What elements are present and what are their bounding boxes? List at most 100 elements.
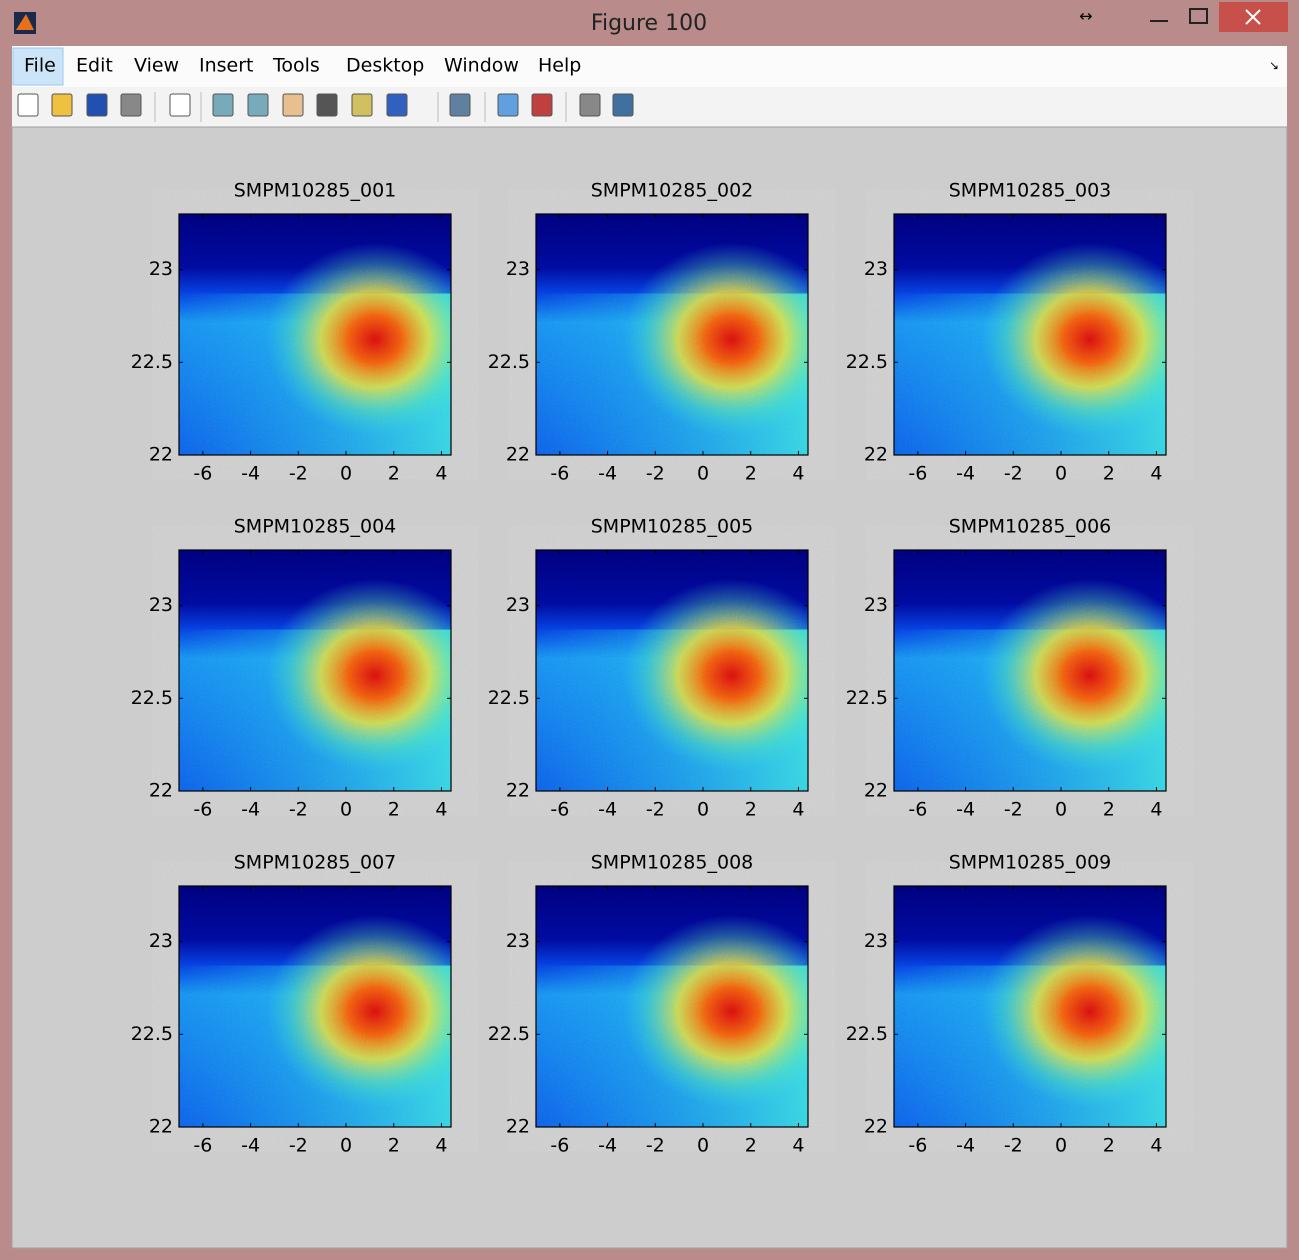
y-tick-label: 23 <box>864 594 888 616</box>
y-tick-label: 23 <box>149 258 173 280</box>
menu-item[interactable]: View <box>134 55 179 77</box>
x-tick-label: -2 <box>289 463 308 485</box>
x-tick-label: 0 <box>340 1135 352 1157</box>
y-tick-label: 22 <box>149 444 173 466</box>
y-tick-label: 22 <box>506 780 530 802</box>
menu-item[interactable]: Desktop <box>346 55 424 77</box>
menu-arrow[interactable]: ↘ <box>1269 59 1279 73</box>
menu-bar <box>12 46 1287 87</box>
toolbar-button[interactable] <box>247 93 269 117</box>
subplot-title: SMPM10285_009 <box>949 852 1112 874</box>
x-tick-label: 4 <box>435 1135 447 1157</box>
menu-item[interactable]: File <box>24 55 56 77</box>
toolbar-button[interactable] <box>531 93 553 117</box>
y-tick-label: 22 <box>864 780 888 802</box>
subplot: SMPM10285_003 -6 -4 -2 0 2 4 22 22.5 23 <box>846 180 1167 485</box>
menu-item[interactable]: Help <box>538 55 581 77</box>
x-tick-label: -4 <box>956 1135 975 1157</box>
window-title: Figure 100 <box>591 11 707 36</box>
x-tick-label: 0 <box>340 799 352 821</box>
axes-box <box>893 213 1167 456</box>
x-tick-label: -2 <box>646 1135 665 1157</box>
toolbar-button[interactable] <box>17 93 39 117</box>
subplot-title: SMPM10285_007 <box>234 852 397 874</box>
axes-box <box>535 213 809 456</box>
x-tick-label: 0 <box>697 1135 709 1157</box>
x-tick-label: -6 <box>193 463 212 485</box>
toolbar-button[interactable] <box>169 93 191 117</box>
x-tick-label: -6 <box>550 799 569 821</box>
x-tick-label: -6 <box>550 1135 569 1157</box>
toolbar-button[interactable] <box>386 93 408 117</box>
heatmap-noise <box>536 214 808 455</box>
toolbar-button[interactable] <box>449 93 471 117</box>
x-tick-label: 0 <box>697 463 709 485</box>
toolbar-button[interactable] <box>316 93 338 117</box>
toolbar-button[interactable] <box>282 93 304 117</box>
maximize-button[interactable] <box>1189 8 1208 24</box>
subplot: SMPM10285_006 -6 -4 -2 0 2 4 22 22.5 23 <box>846 516 1167 821</box>
x-tick-label: -2 <box>646 463 665 485</box>
toolbar-button[interactable] <box>120 93 142 117</box>
x-tick-label: -2 <box>1004 1135 1023 1157</box>
menu-highlight <box>12 47 64 86</box>
toolbar-button[interactable] <box>612 93 634 117</box>
y-tick-label: 22.5 <box>131 351 173 373</box>
y-tick-label: 22 <box>506 444 530 466</box>
x-tick-label: -4 <box>241 463 260 485</box>
menu-item[interactable]: Edit <box>76 55 113 77</box>
x-tick-label: 4 <box>1150 1135 1162 1157</box>
y-tick-label: 23 <box>149 930 173 952</box>
axes-box <box>535 885 809 1128</box>
y-tick-label: 23 <box>864 258 888 280</box>
subplot-title: SMPM10285_008 <box>591 852 754 874</box>
x-tick-label: -2 <box>1004 799 1023 821</box>
x-tick-label: -6 <box>908 799 927 821</box>
subplot: SMPM10285_001 -6 -4 -2 0 2 4 22 22.5 23 <box>131 180 452 485</box>
menu-item[interactable]: Tools <box>272 55 320 77</box>
toolbar-button[interactable] <box>579 93 601 117</box>
x-tick-label: -6 <box>550 463 569 485</box>
toolbar-button[interactable] <box>212 93 234 117</box>
toolbar-button[interactable] <box>497 93 519 117</box>
toolbar-button[interactable] <box>351 93 373 117</box>
subplot: SMPM10285_005 -6 -4 -2 0 2 4 22 22.5 23 <box>488 516 809 821</box>
menu-item[interactable]: Insert <box>199 55 254 77</box>
x-tick-label: 2 <box>388 463 400 485</box>
axes-box <box>178 885 452 1128</box>
heatmap-noise <box>179 214 451 455</box>
y-tick-label: 22.5 <box>846 687 888 709</box>
minimize-button[interactable] <box>1150 20 1168 22</box>
x-tick-label: 2 <box>388 799 400 821</box>
resize-icon[interactable]: ↔ <box>1079 7 1092 26</box>
x-tick-label: 0 <box>1055 463 1067 485</box>
y-tick-label: 23 <box>506 258 530 280</box>
x-tick-label: 4 <box>435 463 447 485</box>
close-icon <box>1245 9 1261 25</box>
y-tick-label: 23 <box>864 930 888 952</box>
x-tick-label: -4 <box>956 463 975 485</box>
y-tick-label: 22.5 <box>846 351 888 373</box>
subplot-title: SMPM10285_005 <box>591 516 754 538</box>
y-tick-label: 22 <box>506 1116 530 1138</box>
axes-box <box>178 213 452 456</box>
app-icon-shape <box>16 14 34 30</box>
x-tick-label: 2 <box>388 1135 400 1157</box>
y-tick-label: 22.5 <box>846 1023 888 1045</box>
menu-item[interactable]: Window <box>444 55 519 77</box>
x-tick-label: 4 <box>792 463 804 485</box>
x-tick-label: 4 <box>792 799 804 821</box>
x-tick-label: 2 <box>1103 799 1115 821</box>
y-tick-label: 22.5 <box>488 1023 530 1045</box>
y-tick-label: 23 <box>149 594 173 616</box>
toolbar-button[interactable] <box>86 93 108 117</box>
x-tick-label: -2 <box>646 799 665 821</box>
subplot: SMPM10285_004 -6 -4 -2 0 2 4 22 22.5 23 <box>131 516 452 821</box>
x-tick-label: 4 <box>1150 463 1162 485</box>
x-tick-label: -6 <box>908 463 927 485</box>
toolbar-button[interactable] <box>51 93 73 117</box>
x-tick-label: 0 <box>1055 799 1067 821</box>
subplot: SMPM10285_007 -6 -4 -2 0 2 4 22 22.5 23 <box>131 852 452 1157</box>
heatmap-noise <box>894 886 1166 1127</box>
